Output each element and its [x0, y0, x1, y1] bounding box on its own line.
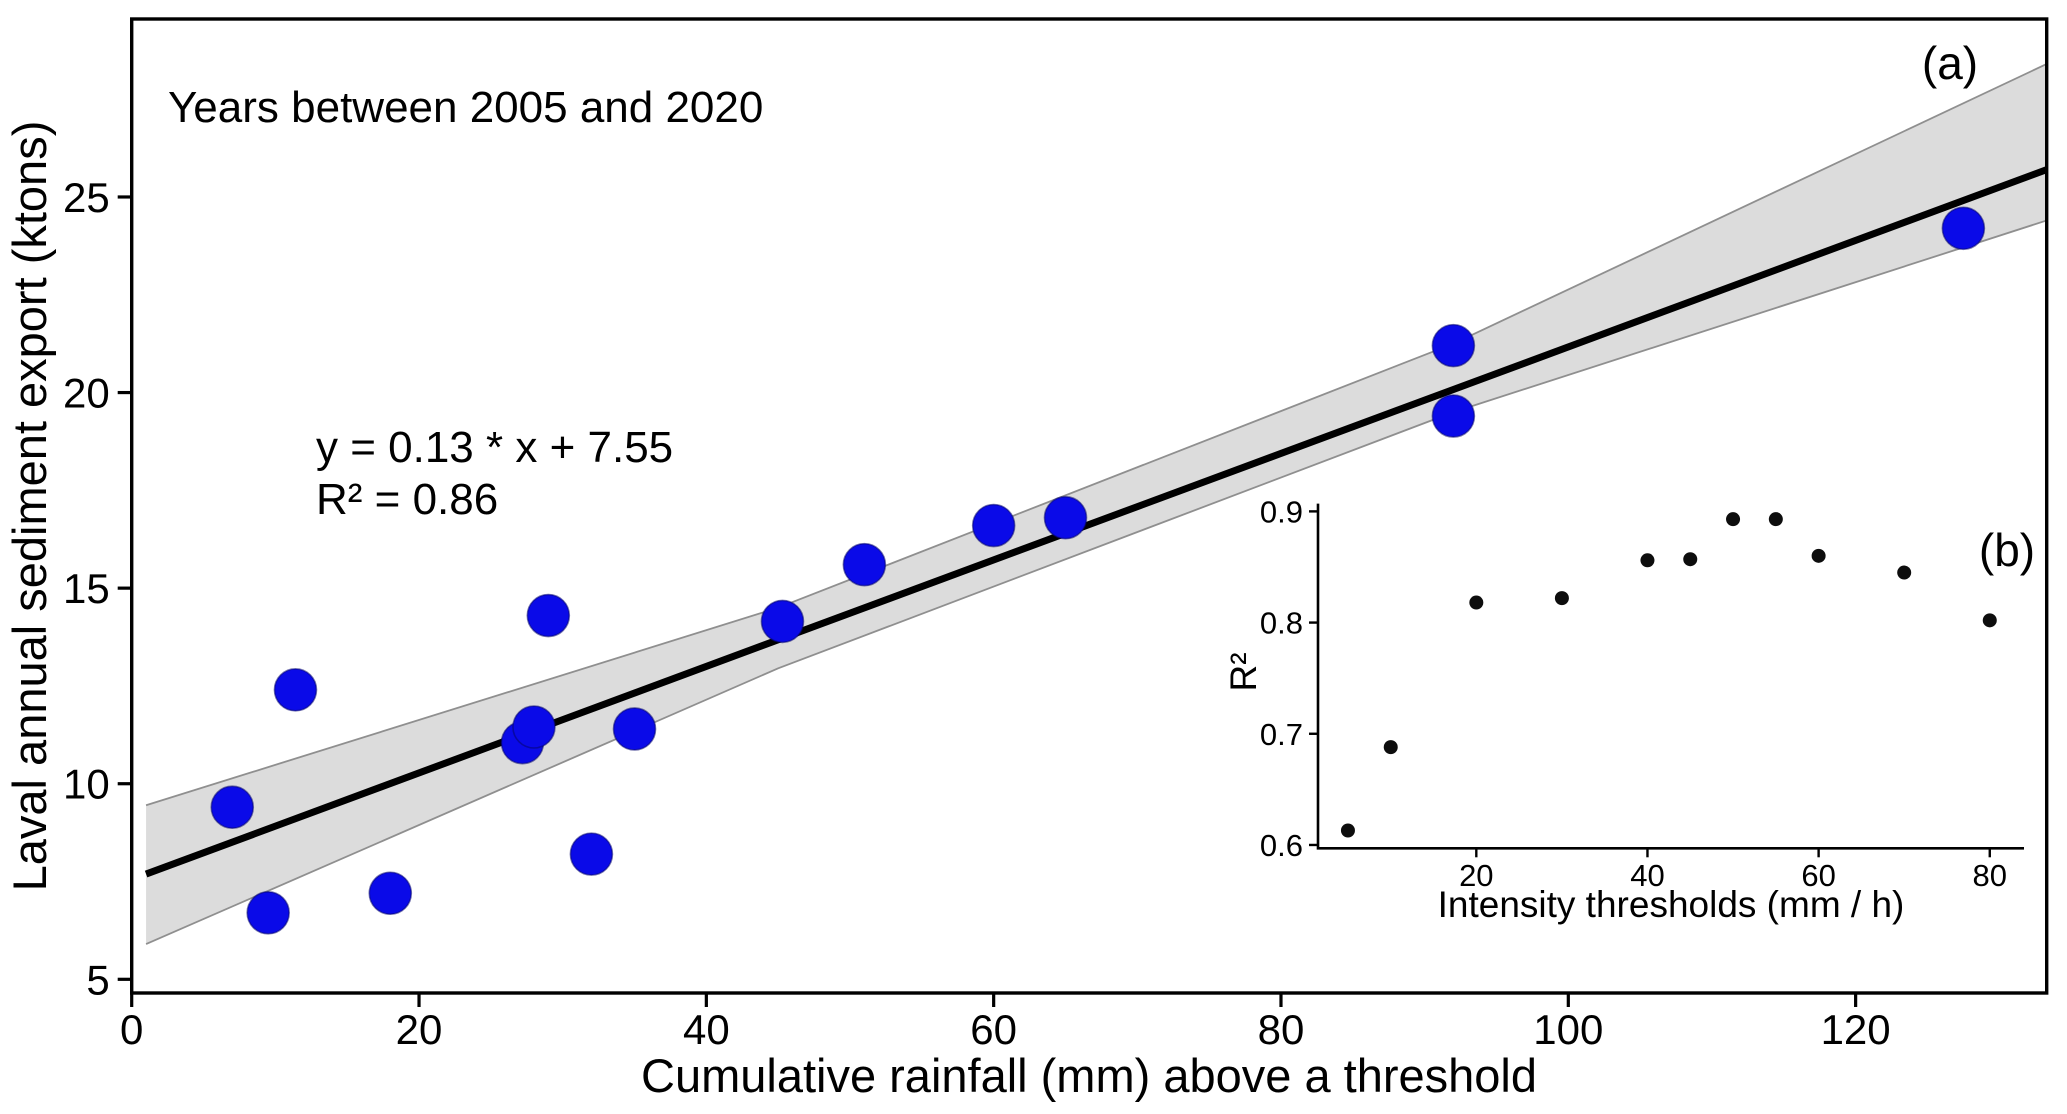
inset-scatter-point [1640, 553, 1655, 568]
inset-y-tick-label: 0.9 [1260, 494, 1303, 529]
scatter-point [526, 593, 571, 638]
scatter-point [760, 599, 805, 644]
confidence-band-upper-edge [145, 63, 2048, 807]
inset-y-tick-label: 0.7 [1260, 717, 1303, 752]
y-axis-ticks-inset: 0.6 0.7 0.8 0.9 [1260, 494, 1318, 863]
inset-plot-area: 20 40 60 80 0.6 0.7 0.8 0.9 (b) Intensity thre… [1223, 494, 2035, 925]
inset-scatter-point [1982, 613, 1997, 628]
inset-scatter-point [1897, 565, 1912, 580]
inset-scatter-point [1554, 591, 1569, 606]
x-tick-label: 40 [683, 1006, 730, 1053]
y-tick-label: 25 [63, 174, 110, 221]
inset-x-tick-label: 80 [1973, 858, 2007, 893]
x-tick-label: 20 [396, 1006, 443, 1053]
inset-scatter-point [1340, 823, 1355, 838]
scatter-points-main [210, 206, 1986, 935]
scatter-point [971, 503, 1016, 548]
plot-title: Years between 2005 and 2020 [168, 83, 763, 132]
main-plot-area: 0 20 40 60 80 100 120 5 10 15 20 25 Years between … [3, 17, 2049, 1102]
scatter-point [612, 707, 657, 751]
x-axis-ticks-inset: 20 40 60 80 [1459, 848, 2007, 893]
y-tick-label: 15 [63, 565, 110, 612]
y-axis-label-inset: R² [1223, 652, 1264, 691]
scatter-point [1941, 206, 1986, 251]
scatter-points-inset [1340, 512, 1997, 838]
inset-y-tick-label: 0.8 [1260, 606, 1303, 641]
inset-scatter-point [1726, 512, 1741, 527]
y-tick-label: 10 [63, 761, 110, 808]
inset-scatter-point [1811, 548, 1826, 563]
x-tick-label: 120 [1821, 1006, 1891, 1053]
scatter-point [569, 832, 614, 876]
panel-b-label: (b) [1979, 524, 2035, 576]
scatter-point [246, 891, 290, 935]
inset-y-tick-label: 0.6 [1260, 828, 1303, 863]
scatter-point [1431, 323, 1476, 368]
x-tick-label: 60 [970, 1006, 1017, 1053]
y-axis-label-main: Laval annual sediment export (ktons) [3, 121, 56, 892]
x-axis-label-inset: Intensity thresholds (mm / h) [1438, 884, 1905, 925]
scatter-point [842, 542, 887, 587]
inset-x-tick-label: 60 [1801, 858, 1835, 893]
scatter-point [210, 785, 255, 829]
inset-scatter-point [1383, 740, 1398, 755]
x-tick-label: 80 [1258, 1006, 1305, 1053]
inset-scatter-point [1469, 595, 1484, 610]
scatter-point [368, 871, 413, 916]
confidence-band-lower-edge [145, 219, 2047, 945]
y-tick-label: 5 [86, 956, 109, 1003]
regression-equation-annotation: y = 0.13 * x + 7.55 [316, 423, 673, 472]
regression-line [144, 166, 2048, 878]
x-axis-ticks-main: 0 20 40 60 80 100 120 [120, 993, 1891, 1053]
scatter-point [273, 668, 318, 712]
scatter-point [512, 705, 556, 749]
inset-x-tick-label: 20 [1459, 858, 1493, 893]
scatter-point [1043, 495, 1088, 540]
inset-scatter-point [1768, 512, 1783, 527]
x-tick-label: 100 [1533, 1006, 1603, 1053]
plot-box-spines [129, 17, 2049, 995]
inset-background [1316, 501, 2026, 851]
y-axis-ticks-main: 5 10 15 20 25 [63, 174, 132, 1003]
y-tick-label: 20 [63, 370, 110, 417]
scatter-point [1431, 394, 1476, 438]
inset-spines [1316, 503, 2024, 850]
x-axis-label-main: Cumulative rainfall (mm) above a thresho… [641, 1049, 1537, 1102]
x-tick-label: 0 [120, 1006, 143, 1053]
r-squared-annotation: R² = 0.86 [316, 475, 498, 524]
inset-scatter-point [1683, 552, 1698, 567]
panel-a-label: (a) [1922, 37, 1978, 89]
inset-x-tick-label: 40 [1630, 858, 1664, 893]
